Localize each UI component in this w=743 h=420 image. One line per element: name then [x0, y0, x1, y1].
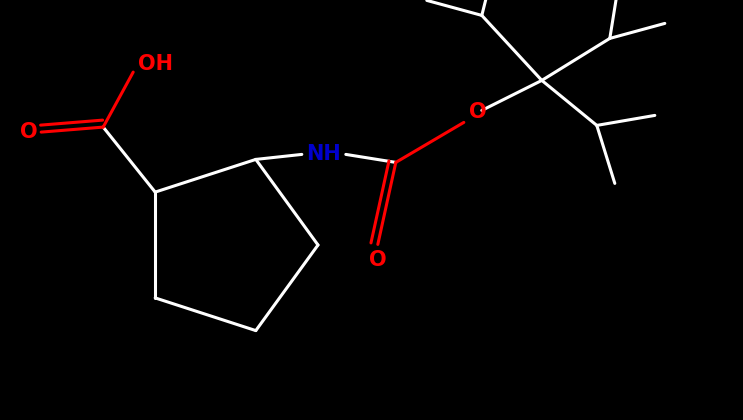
Text: OH: OH [137, 54, 172, 74]
Text: O: O [469, 102, 487, 122]
Text: NH: NH [306, 144, 341, 164]
Text: O: O [20, 122, 38, 142]
Text: O: O [369, 250, 386, 270]
